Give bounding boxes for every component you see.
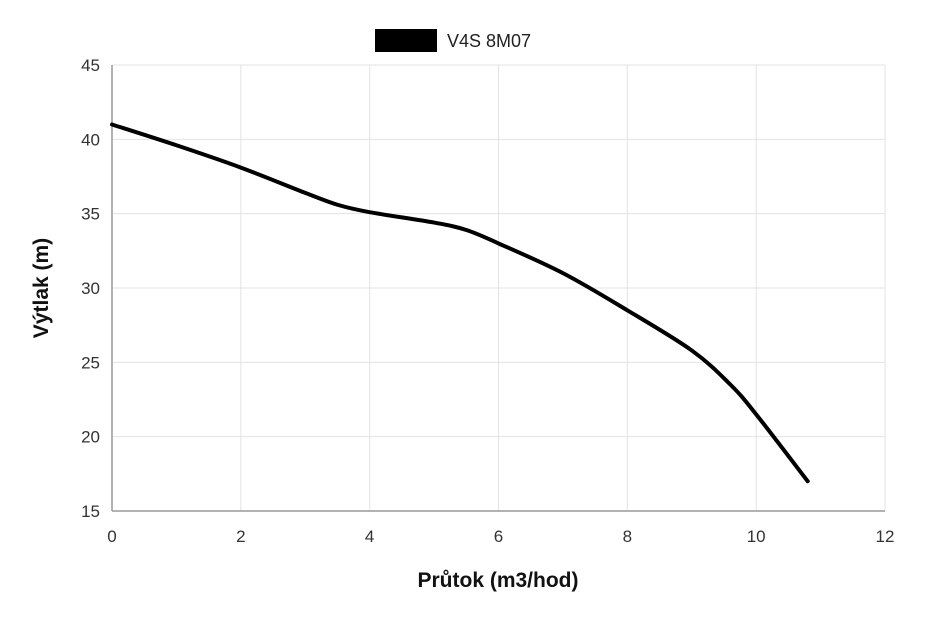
series-line <box>110 122 810 484</box>
x-tick-label: 6 <box>494 527 503 546</box>
y-tick-label: 20 <box>81 428 100 447</box>
axes <box>111 65 885 512</box>
series <box>110 122 810 484</box>
legend-label[interactable]: V4S 8M07 <box>447 31 531 51</box>
legend[interactable]: V4S 8M07 <box>375 29 531 52</box>
y-tick-label: 45 <box>81 56 100 75</box>
x-tick-label: 0 <box>107 527 116 546</box>
y-tick-label: 25 <box>81 353 100 372</box>
x-tick-label: 10 <box>747 527 766 546</box>
y-tick-label: 15 <box>81 502 100 521</box>
legend-swatch[interactable] <box>375 29 437 52</box>
x-tick-label: 4 <box>365 527 374 546</box>
x-tick-label: 8 <box>623 527 632 546</box>
x-tick-label: 12 <box>876 527 895 546</box>
y-tick-label: 40 <box>81 130 100 149</box>
y-axis-title: Výtlak (m) <box>30 238 53 338</box>
x-axis-title: Průtok (m3/hod) <box>418 569 579 592</box>
grid <box>112 64 886 511</box>
x-tick-label: 2 <box>236 527 245 546</box>
tick-labels: 0 2 4 6 8 10 12 15 20 25 30 35 40 45 <box>81 56 894 546</box>
y-tick-label: 35 <box>81 205 100 224</box>
y-tick-label: 30 <box>81 279 100 298</box>
